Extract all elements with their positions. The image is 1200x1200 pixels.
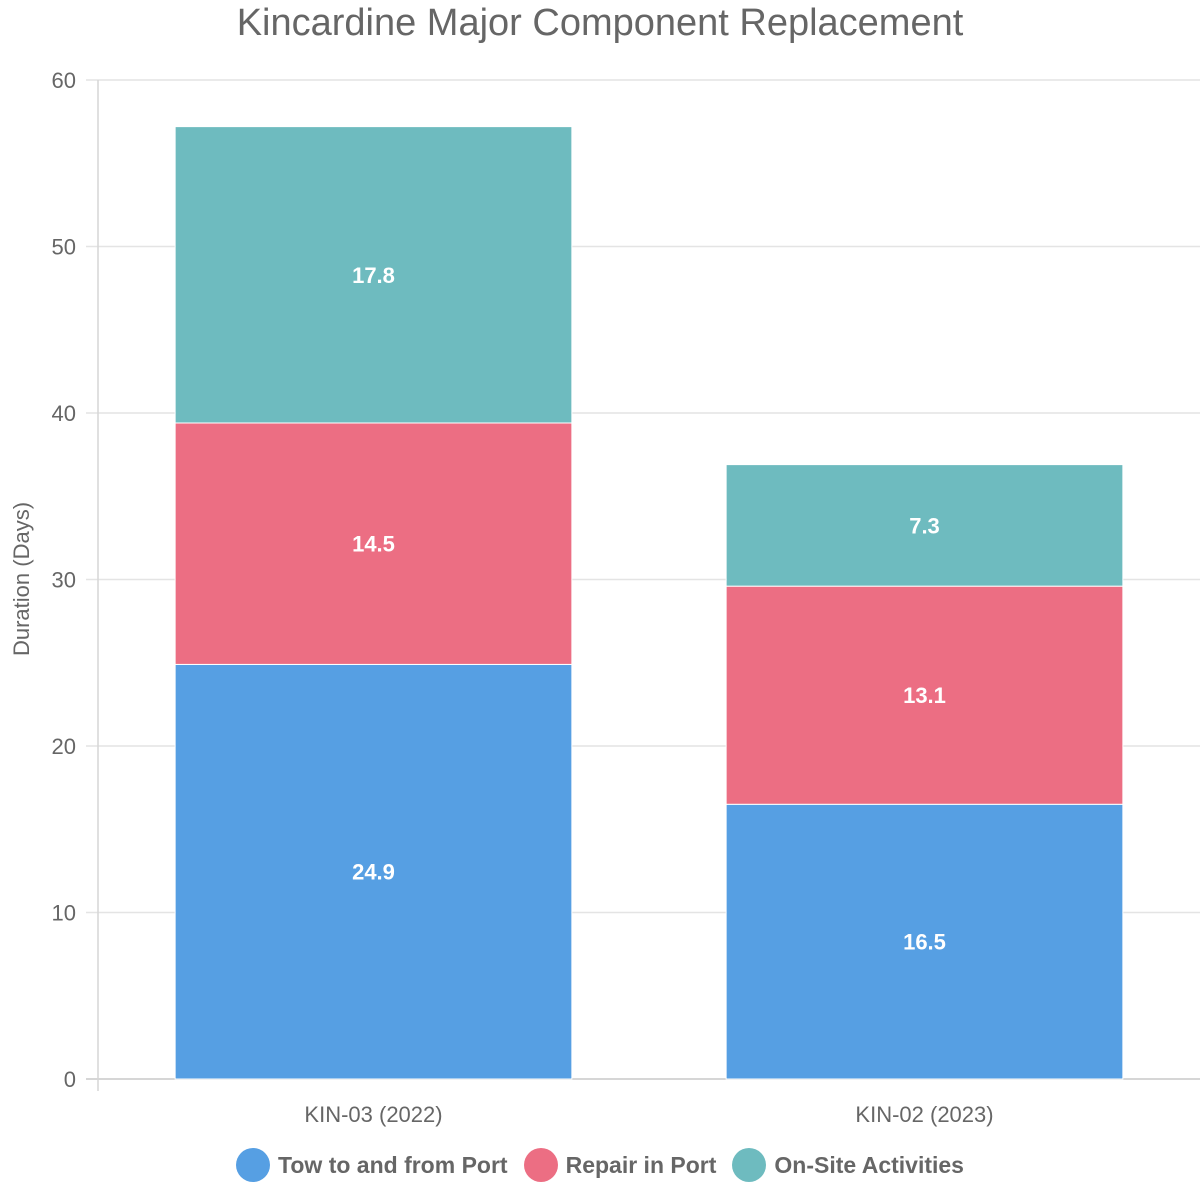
bar-segment [725, 585, 1124, 805]
bar-value-label: 16.5 [903, 930, 946, 955]
y-tick-label: 40 [52, 401, 76, 426]
bar-value-label: 24.9 [352, 860, 395, 885]
y-axis-title: Duration (Days) [9, 502, 34, 656]
axes: 0 10 20 30 40 50 60 KIN-03 (2022) KIN-02 (2023) [52, 68, 994, 1127]
bars: 24.9 14.5 17.8 16.5 13.1 7.3 [174, 126, 1124, 1080]
x-tick-label: KIN-02 (2023) [855, 1102, 993, 1127]
bar-value-label: 17.8 [352, 263, 395, 288]
bar-segment [174, 663, 573, 1080]
legend-item[interactable]: Tow to and from Port [236, 1148, 508, 1182]
legend-item[interactable]: On-Site Activities [732, 1148, 964, 1182]
legend: Tow to and from Port Repair in Port On-Sit… [0, 1148, 1200, 1182]
y-tick-label: 60 [52, 68, 76, 93]
bar-value-label: 13.1 [903, 683, 946, 708]
x-tick-label: KIN-03 (2022) [304, 1102, 442, 1127]
legend-swatch [523, 1148, 558, 1182]
bar-value-label: 7.3 [909, 513, 940, 538]
y-tick-label: 20 [52, 734, 76, 759]
y-tick-label: 50 [52, 235, 76, 260]
y-tick-label: 0 [64, 1067, 76, 1092]
y-tick-label: 30 [52, 568, 76, 593]
legend-item[interactable]: Repair in Port [523, 1148, 717, 1182]
y-tick-label: 10 [52, 901, 76, 926]
legend-swatch [732, 1148, 767, 1182]
bar-segment [174, 422, 573, 665]
bar-segment [174, 126, 573, 424]
bar-value-label: 14.5 [352, 532, 395, 557]
bar-segment [725, 803, 1124, 1080]
legend-label: On-Site Activities [774, 1151, 964, 1178]
legend-label: Repair in Port [565, 1151, 717, 1178]
legend-swatch [236, 1148, 271, 1182]
bar-segment [725, 464, 1124, 587]
chart-title: Kincardine Major Component Replacement [236, 2, 964, 44]
legend-label: Tow to and from Port [278, 1151, 508, 1178]
